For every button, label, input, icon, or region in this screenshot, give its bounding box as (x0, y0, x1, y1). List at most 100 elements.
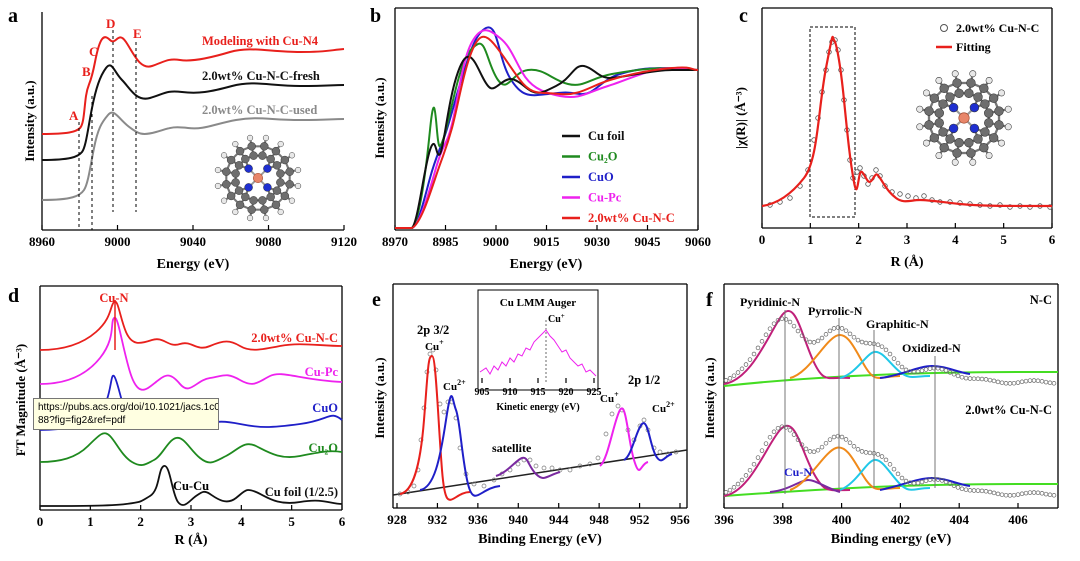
panel-e-label-cu-2plus-1: Cu2+ (443, 378, 466, 393)
panel-a-cu-n4-molecule (214, 134, 302, 222)
molecule-atom-H (232, 140, 239, 148)
panel-f-data-point (971, 376, 977, 381)
molecule-atom-H (985, 77, 993, 84)
molecule-atom-C (271, 146, 281, 156)
panel-e-data-point (567, 467, 573, 473)
panel-f-data-point (791, 323, 797, 329)
panel-f-data-point (1051, 493, 1057, 498)
molecule-atom-C (222, 180, 231, 189)
panel-f-data-point (1039, 379, 1045, 384)
panel-label-d: d (8, 285, 19, 307)
molecule-atom-C (945, 134, 955, 144)
panel-f-data-point (859, 339, 865, 345)
panel-a-feature-B: B (82, 64, 91, 79)
panel-c-xlabel: R (Å) (890, 254, 923, 270)
panel-a-x-tick-label: 9120 (331, 234, 357, 249)
panel-e-inset-x-tick-label: 925 (587, 387, 602, 398)
panel-e-fits (399, 354, 673, 501)
panel-f-data-point (851, 444, 857, 449)
molecule-atom-N (948, 102, 959, 113)
molecule-atom-C (266, 154, 275, 164)
molecule-atom-C (276, 169, 285, 178)
panel-c-x-tick-label: 2 (855, 232, 862, 247)
panel-f-data-point (947, 370, 953, 375)
panel-f-data-point (843, 437, 849, 442)
panel-f-label-oxidized: Oxidized-N (902, 341, 961, 355)
molecule-atom-C (938, 99, 948, 109)
panel-f-data-point (1019, 379, 1025, 385)
panel-a-label-model: Modeling with Cu-N4 (202, 34, 319, 48)
panel-f-data-point (875, 452, 881, 457)
molecule-atom-H (288, 197, 296, 204)
molecule-atom-H (220, 197, 228, 204)
panel-f-data-point (1047, 492, 1053, 498)
panel-e-inset-x-tick-label: 910 (503, 387, 518, 398)
molecule-atom-H (998, 139, 1005, 147)
panel-f-data-point (1003, 381, 1009, 386)
molecule-atom-H (969, 158, 977, 166)
panel-f-data-point (863, 340, 869, 346)
panel-f-bottom-spectrum (723, 424, 1059, 498)
panel-d-series-3: Cu₂O (309, 441, 339, 455)
panel-f-data-point (1023, 490, 1029, 496)
panel-f-data-point (975, 376, 981, 382)
panel-e-inset-curve (479, 329, 597, 377)
panel-e-data-point (595, 455, 601, 461)
panel-b-legend: Cu foil Cu₂O CuO Cu-Pc 2.0wt% Cu-N-C (562, 129, 675, 225)
panel-f-data-point (919, 368, 925, 373)
molecule-atom-H (935, 77, 943, 84)
panel-b-legend-label: Cu-Pc (588, 191, 622, 205)
panel-a-feature-C: C (89, 44, 98, 59)
panel-e-data-point (577, 463, 583, 469)
panel-f-data-point (1031, 490, 1037, 495)
panel-b-legend-label: Cu₂O (588, 150, 618, 164)
panel-a-x-tick-label: 9080 (256, 234, 282, 249)
panel-e-data-point (603, 431, 609, 437)
panel-f-data-point (955, 373, 961, 379)
panel-f-data-point (991, 378, 997, 384)
panel-e-label-cu-plus-2: Cu+ (600, 390, 619, 405)
panel-f-data-point (967, 376, 973, 381)
panel-f-data-point (819, 335, 825, 341)
molecule-atom-C (954, 88, 964, 98)
panel-f-data-point (747, 357, 753, 362)
panel-b-x-tick-label: 9000 (483, 234, 509, 249)
panel-a-xlabel: Energy (eV) (157, 257, 230, 272)
molecule-atom-C (934, 118, 944, 128)
panel-e-label-satellite: satellite (492, 441, 532, 455)
panel-b-x-tick-label: 9015 (534, 234, 561, 249)
panel-f-data-point (731, 485, 737, 490)
molecule-atom-C (984, 118, 994, 128)
panel-d-x-tick-label: 3 (188, 514, 195, 529)
panel-a-feature-letters: A B C D E (69, 16, 142, 123)
panel-b-x-tick-label: 8970 (382, 234, 408, 249)
panel-f-data-point (811, 449, 817, 455)
panel-c-data-point (882, 183, 888, 189)
panel-c-x-tick-label: 1 (807, 232, 814, 247)
panel-e-data-point (515, 461, 521, 467)
panel-f-data-point (879, 454, 885, 459)
molecule-atom-C (934, 108, 944, 118)
panel-c-x-tick-label: 6 (1049, 232, 1056, 247)
panel-e-x-tick-label: 936 (468, 512, 488, 527)
panel-f-data-point (767, 434, 773, 440)
panel-f-data-point (995, 379, 1001, 385)
molecule-atom-C (979, 83, 989, 93)
panel-f-data-point (803, 337, 809, 342)
panel-e-x-tick-label: 948 (589, 512, 609, 527)
panel-f-data-point (899, 475, 905, 481)
panel-f-data-point (1027, 378, 1033, 383)
panel-b-xlabel: Energy (eV) (510, 257, 583, 272)
panel-b-x-tick-label: 8985 (433, 234, 460, 249)
panel-f-data-point (759, 448, 765, 453)
panel-d-x-tick-label: 2 (137, 514, 144, 529)
molecule-atom-H (951, 158, 959, 166)
panel-f-data-point (819, 444, 825, 450)
molecule-atom-C (260, 142, 269, 151)
panel-e-axes (392, 283, 688, 509)
panel-f-data-point (1031, 378, 1037, 383)
panel-f-data-point (755, 345, 761, 351)
molecule-atom-C (272, 186, 282, 195)
panel-f-data-point (1039, 491, 1045, 496)
